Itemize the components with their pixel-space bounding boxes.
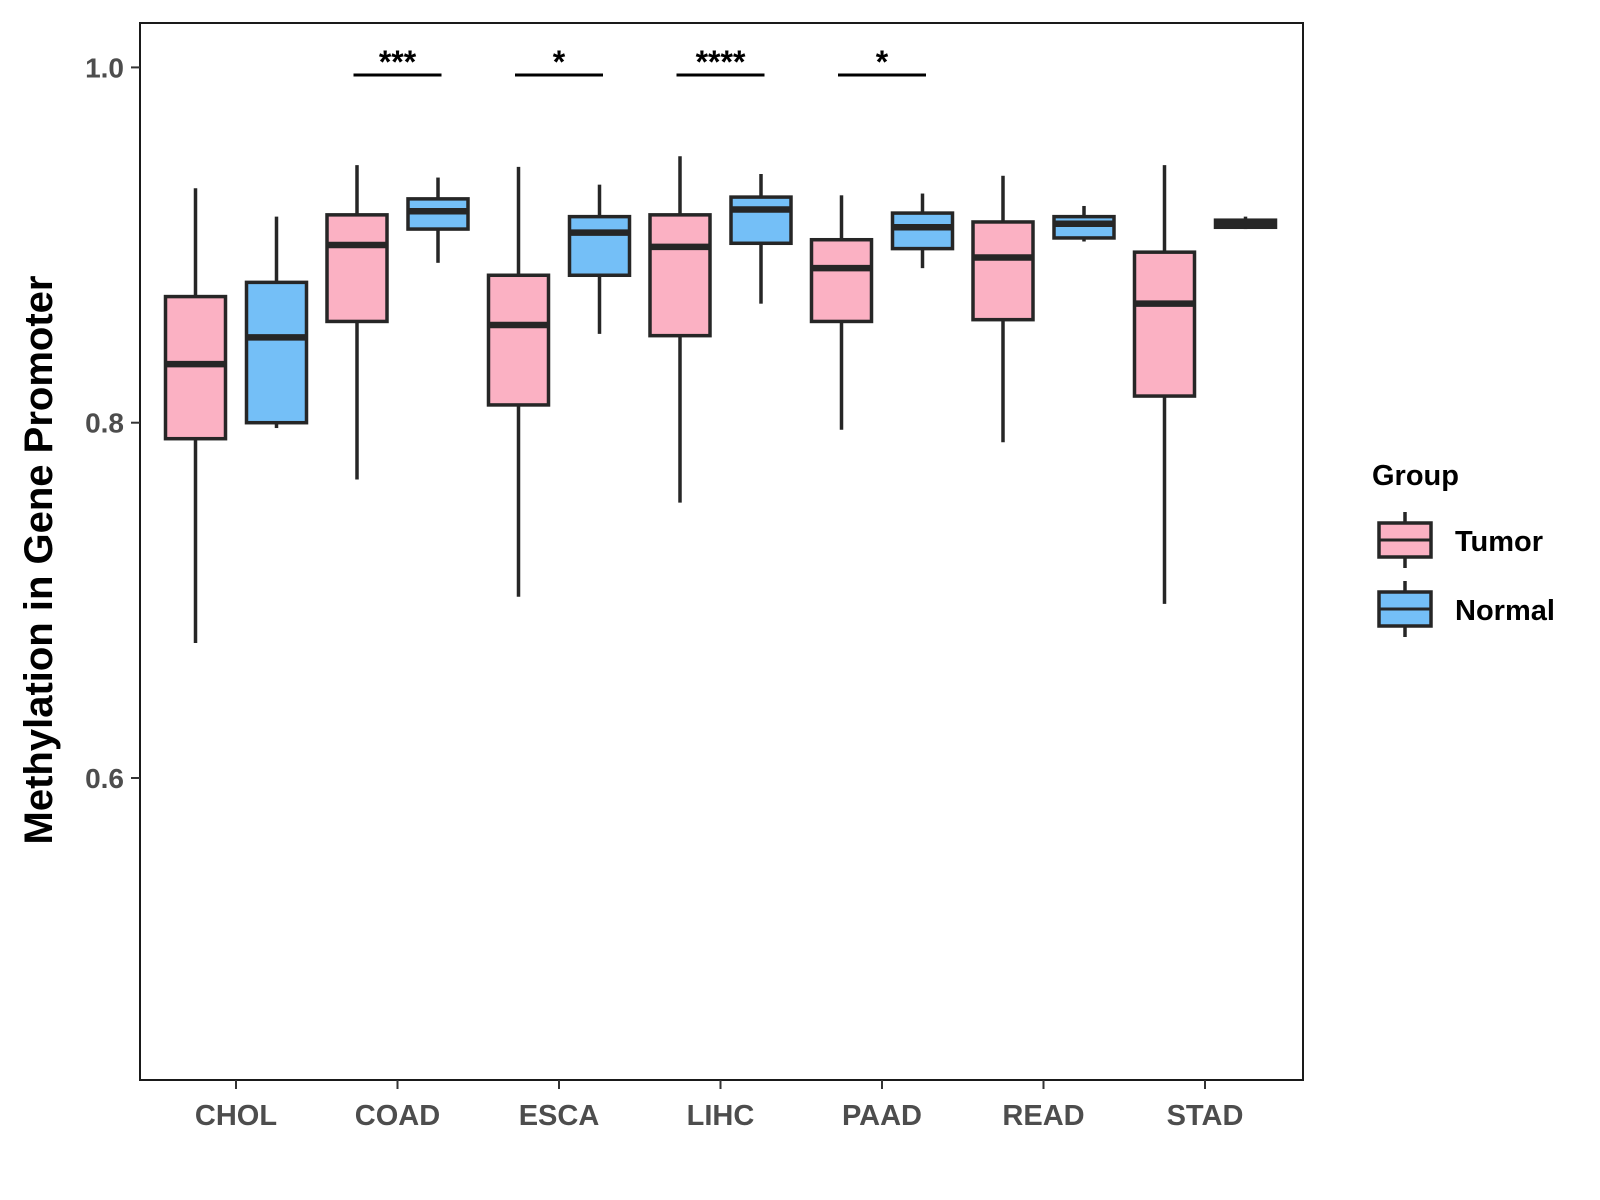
box-body	[1052, 214, 1116, 240]
box-tumor-coad	[325, 165, 389, 480]
box-body	[1132, 250, 1197, 398]
legend: Group Tumor Normal	[1372, 460, 1555, 637]
box-body	[163, 294, 228, 441]
x-tick-label: STAD	[1167, 1100, 1244, 1132]
significance-label: ***	[379, 44, 417, 80]
y-tick-label: 0.6	[85, 763, 124, 794]
box-normal-esca	[567, 184, 632, 334]
x-tick-label: PAAD	[842, 1100, 922, 1132]
box-tumor-esca	[486, 166, 551, 597]
significance-label: ****	[696, 44, 746, 80]
box-tumor-read	[971, 175, 1035, 443]
legend-title: Group	[1372, 460, 1459, 492]
legend-label: Normal	[1455, 595, 1555, 627]
box-normal-coad	[406, 177, 470, 263]
plot-area: *** * **** *	[163, 44, 1278, 643]
legend-item-normal: Normal	[1377, 581, 1555, 637]
box-body	[729, 195, 793, 246]
panel-border	[139, 22, 1304, 1081]
box-tumor-stad	[1132, 165, 1197, 604]
x-tick-label: LIHC	[687, 1100, 755, 1132]
box-body	[809, 237, 874, 324]
box-tumor-paad	[809, 195, 874, 430]
x-tick-label: COAD	[355, 1100, 440, 1132]
box-body	[567, 214, 632, 278]
box-normal-lihc	[729, 174, 793, 304]
box-tumor-lihc	[648, 156, 712, 503]
box-normal-stad	[1213, 216, 1278, 230]
box-normal-read	[1052, 205, 1116, 242]
x-tick-label: CHOL	[195, 1100, 277, 1132]
y-axis-title: Methylation in Gene Promoter	[17, 276, 61, 845]
x-tick-label: ESCA	[519, 1100, 600, 1132]
significance-label: *	[876, 44, 889, 80]
box-body	[648, 213, 712, 338]
box-body	[971, 220, 1035, 322]
box-body	[890, 211, 955, 251]
box-normal-chol	[244, 216, 309, 429]
box-body	[325, 213, 389, 324]
legend-label: Tumor	[1455, 526, 1543, 558]
box-body	[486, 273, 551, 407]
y-tick-label: 0.8	[85, 408, 124, 439]
legend-item-tumor: Tumor	[1377, 512, 1543, 568]
y-tick-label: 1.0	[85, 52, 124, 83]
box-normal-paad	[890, 193, 955, 269]
box-body	[244, 280, 309, 425]
significance-label: *	[553, 44, 566, 80]
axes: 0.6 0.8 1.0 CHOL COAD ESCA LIHC PAAD READ STAD	[85, 22, 1304, 1132]
x-tick-label: READ	[1002, 1100, 1084, 1132]
box-tumor-chol	[163, 188, 228, 643]
